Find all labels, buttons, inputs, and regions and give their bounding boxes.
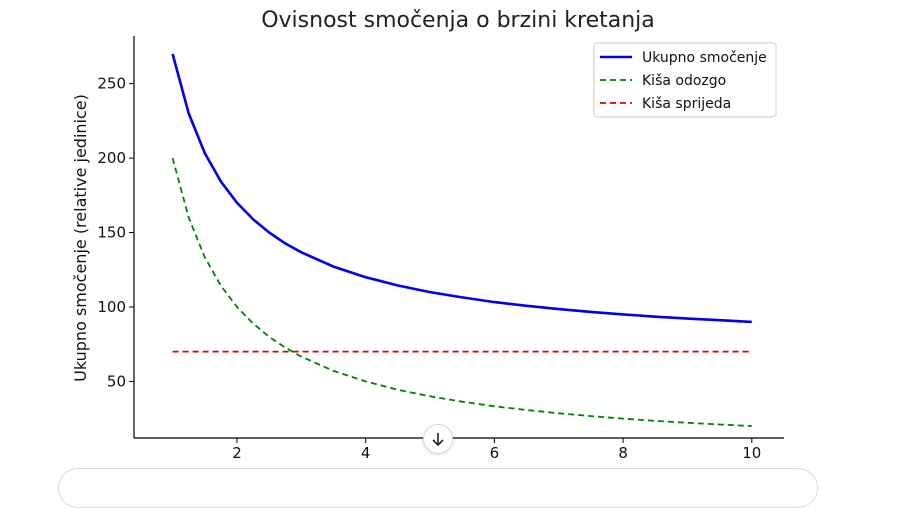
x-tick-label: 2 (232, 444, 242, 462)
x-tick-label: 10 (742, 444, 761, 462)
y-axis-label: Ukupno smočenje (relative jedinice) (71, 94, 90, 382)
legend-label: Kiša sprijeda (642, 96, 731, 112)
arrow-down-icon (432, 433, 444, 447)
x-tick-label: 6 (490, 444, 500, 462)
legend-label: Kiša odozgo (642, 73, 726, 89)
scroll-down-button[interactable] (423, 424, 453, 454)
legend-box (593, 42, 777, 118)
series-line-2 (171, 157, 752, 427)
y-tick-label: 250 (97, 75, 126, 93)
series-line-1 (171, 53, 752, 324)
y-tick-label: 200 (97, 149, 126, 167)
x-tick-label: 8 (618, 444, 628, 462)
chart-title: Ovisnost smočenja o brzini kretanja (261, 8, 655, 33)
legend-label: Ukupno smočenje (642, 50, 767, 66)
y-tick-label: 100 (97, 298, 126, 316)
message-composer[interactable] (58, 468, 818, 508)
chart: Ovisnost smočenja o brzini kretanja Ukup… (71, 8, 784, 462)
y-tick-label: 150 (97, 224, 126, 242)
legend: Ukupno smočenje Kiša odozgo Kiša sprijeda (593, 42, 777, 118)
y-tick-label: 50 (107, 372, 126, 390)
x-tick-label: 4 (361, 444, 371, 462)
